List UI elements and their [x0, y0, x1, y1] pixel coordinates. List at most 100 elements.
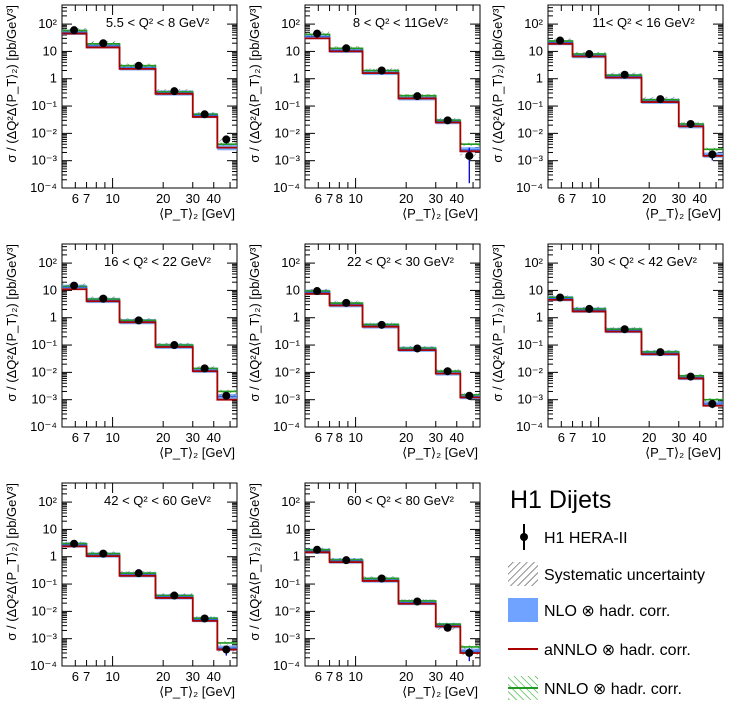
data-point [200, 614, 209, 623]
data-point [413, 597, 422, 606]
panel-frame [547, 243, 724, 428]
annlo-line [62, 32, 237, 149]
x-tick-label: 8 [336, 669, 343, 684]
legend-syst-swatch [508, 562, 538, 586]
y-tick-label: 1 [293, 310, 300, 325]
y-tick-label: 10 [43, 43, 57, 58]
y-tick-label: 10 [43, 282, 57, 297]
y-axis-title: σ / (ΔQ²Δ⟨P_T⟩₂) [pb/GeV³] [4, 5, 19, 163]
x-tick-label: 10 [348, 191, 362, 206]
y-tick-label: 10² [281, 255, 300, 270]
panel-q2-label: 5.5 < Q² < 8 GeV² [106, 15, 210, 30]
x-tick-label: 7 [569, 191, 576, 206]
y-tick-label: 1 [293, 71, 300, 86]
panel-frame [304, 243, 481, 428]
data-point [170, 341, 179, 350]
y-tick-label: 10² [281, 16, 300, 31]
x-tick-label: 20 [642, 191, 656, 206]
x-tick-label: 7 [569, 430, 576, 445]
panel-frame [61, 4, 238, 189]
data-point [656, 348, 665, 357]
data-point [134, 316, 143, 325]
y-tick-label: 10⁻³ [274, 631, 300, 646]
data-point [465, 391, 474, 400]
data-point [70, 26, 79, 35]
x-tick-label: 20 [156, 430, 170, 445]
y-tick-label: 10⁻³ [31, 392, 57, 407]
panel-q2-label: 30 < Q² < 42 GeV² [590, 254, 698, 269]
x-tick-label: 6 [315, 669, 322, 684]
nnlo-line [548, 296, 723, 401]
x-axis-title: ⟨P_T⟩₂ [GeV] [159, 445, 235, 460]
x-tick-label: 30 [186, 430, 200, 445]
data-point [443, 116, 452, 125]
panel-q2-label: 8 < Q² < 11GeV² [353, 15, 449, 30]
y-tick-label: 10⁻² [517, 125, 543, 140]
y-tick-label: 10² [38, 494, 57, 509]
panel-7: 10⁻⁴ 10⁻³ 10⁻² 10⁻¹ 1 10 10² 6 7 10 20 30 40⟨P_T⟩₂ [… [4, 482, 238, 699]
panel-8: 10⁻⁴ 10⁻³ 10⁻² 10⁻¹ 1 10 10² 6 7 8 10 20 30 40⟨P_T⟩₂ … [247, 482, 481, 699]
legend: H1 Dijets H1 HERA-II Systematic uncertai… [508, 486, 705, 700]
data-point [443, 367, 452, 376]
y-tick-label: 10⁻⁴ [516, 419, 543, 434]
data-point [465, 151, 474, 160]
panel-5: 10⁻⁴ 10⁻³ 10⁻² 10⁻¹ 1 10 10² 6 7 8 10 20 30 40⟨P_T⟩₂ … [247, 243, 481, 460]
legend-nlo-swatch [508, 598, 538, 622]
data-point [585, 50, 594, 59]
legend-entry-syst: Systematic uncertainty [508, 562, 705, 586]
x-tick-label: 10 [591, 430, 605, 445]
panel-frame [547, 4, 724, 189]
y-tick-label: 10⁻⁴ [30, 180, 57, 195]
data-point [656, 95, 665, 104]
x-tick-label: 40 [693, 430, 707, 445]
data-point [170, 87, 179, 96]
x-tick-label: 6 [558, 191, 565, 206]
y-tick-label: 10⁻¹ [517, 98, 543, 113]
y-axis-title: σ / (ΔQ²Δ⟨P_T⟩₂) [pb/GeV³] [4, 244, 19, 402]
x-tick-label: 30 [429, 191, 443, 206]
x-tick-label: 7 [83, 669, 90, 684]
data-point [708, 399, 717, 408]
y-tick-label: 10 [286, 521, 300, 536]
x-tick-label: 7 [326, 669, 333, 684]
y-tick-label: 10⁻² [31, 603, 57, 618]
y-tick-label: 10² [38, 255, 57, 270]
y-tick-label: 1 [536, 310, 543, 325]
data-point [170, 591, 179, 600]
data-point [313, 287, 322, 296]
data-point [222, 645, 231, 654]
y-tick-label: 10 [286, 282, 300, 297]
annlo-line [305, 292, 480, 399]
x-tick-label: 6 [72, 430, 79, 445]
y-axis-title: σ / (ΔQ²Δ⟨P_T⟩₂) [pb/GeV³] [4, 483, 19, 641]
y-tick-label: 10² [524, 255, 543, 270]
nlo-line [305, 291, 480, 398]
y-tick-label: 10² [524, 16, 543, 31]
y-axis-title: σ / (ΔQ²Δ⟨P_T⟩₂) [pb/GeV³] [247, 483, 262, 641]
nlo-line [62, 31, 237, 149]
data-point [465, 648, 474, 657]
data-point [99, 294, 108, 303]
data-point [686, 372, 695, 381]
annlo-line [305, 37, 480, 153]
x-tick-label: 7 [83, 191, 90, 206]
y-tick-label: 10 [529, 282, 543, 297]
x-axis-title: ⟨P_T⟩₂ [GeV] [402, 206, 478, 221]
y-tick-label: 10⁻¹ [274, 576, 300, 591]
data-point [686, 120, 695, 129]
y-tick-label: 10² [281, 494, 300, 509]
legend-label-nnlo: NNLO ⊗ hadr. corr. [544, 681, 682, 698]
x-tick-label: 20 [156, 669, 170, 684]
nlo-line [548, 298, 723, 405]
y-tick-label: 10⁻³ [31, 153, 57, 168]
data-point [620, 325, 629, 334]
y-tick-label: 10⁻¹ [31, 98, 57, 113]
legend-title: H1 Dijets [510, 486, 611, 514]
y-tick-label: 1 [536, 71, 543, 86]
panel-frame [61, 482, 238, 667]
data-point [222, 135, 231, 144]
x-tick-label: 20 [642, 430, 656, 445]
data-point [200, 110, 209, 119]
nlo-line [62, 544, 237, 649]
y-tick-label: 10⁻⁴ [30, 658, 57, 673]
